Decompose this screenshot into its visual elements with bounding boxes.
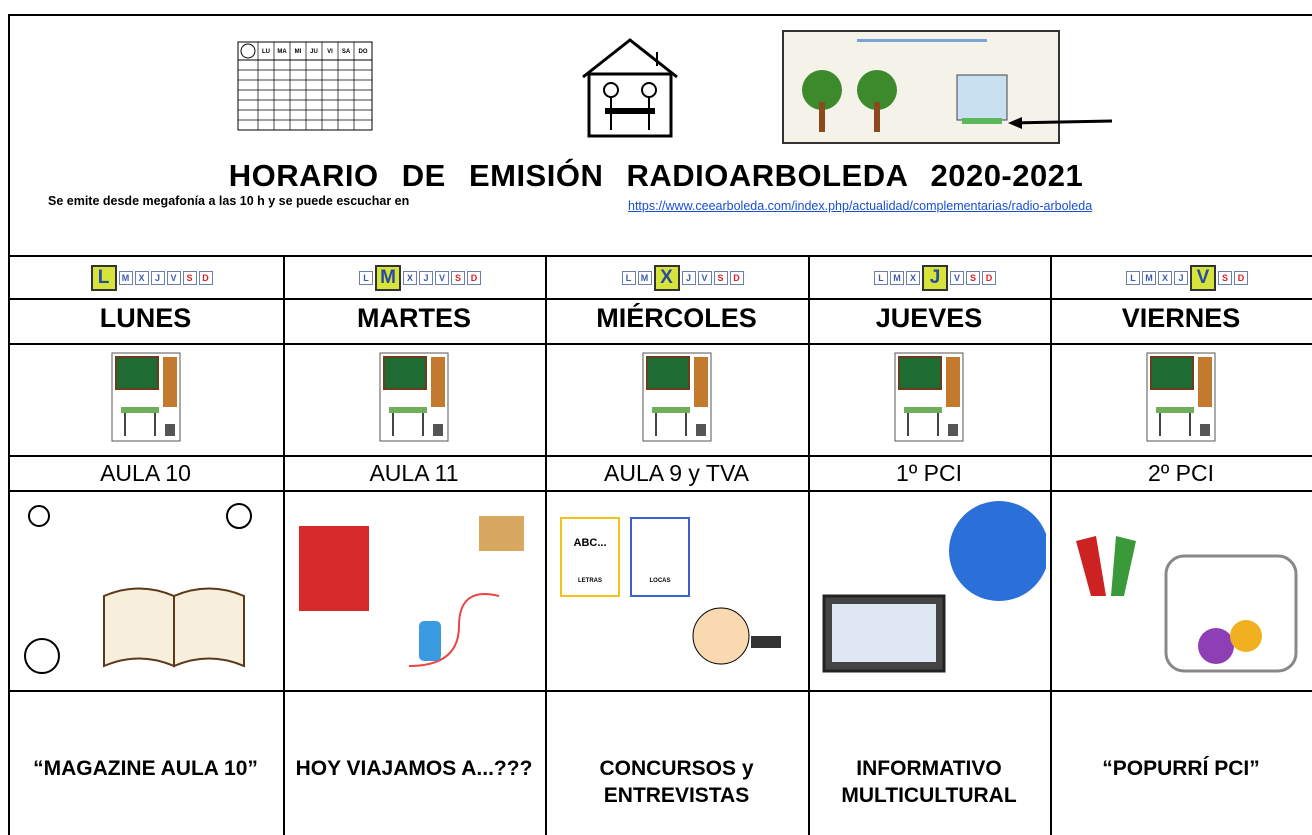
col-border <box>1050 255 1052 835</box>
week-letter: D <box>982 271 996 285</box>
calendar-icon: LU MA MI JU VI SA DO <box>237 41 373 131</box>
room-name: AULA 9 y TVA <box>604 460 749 486</box>
card-text: LETRAS <box>578 578 602 584</box>
week-letter: J <box>1174 271 1188 285</box>
subtitle: Se emite desde megafonía a las 10 h y se… <box>48 194 410 208</box>
border <box>8 14 10 835</box>
activity-illustration: ABC... LETRAS LOCAS <box>560 517 781 665</box>
week-letter: D <box>1234 271 1248 285</box>
program-name: HOY VIAJAMOS A...??? <box>295 757 533 780</box>
week-letter: L <box>359 271 373 285</box>
title: HORARIO DE EMISIÓN RADIOARBOLEDA 2020-20… <box>228 158 1084 193</box>
week-letter: D <box>198 271 213 285</box>
week-letter: X <box>134 271 149 285</box>
week-letter: S <box>713 271 728 285</box>
week-letter: L <box>90 265 117 291</box>
week-letter: M <box>890 271 904 285</box>
week-letter: L <box>874 271 888 285</box>
row-border <box>8 298 1312 300</box>
day-name: VIERNES <box>1121 303 1241 333</box>
day-name: LUNES <box>99 303 192 333</box>
calendar-day: MI <box>295 49 302 55</box>
classroom-icon <box>111 352 180 442</box>
link[interactable]: https://www.ceearboleda.com/index.php/ac… <box>628 199 1093 213</box>
activity-illustration <box>24 503 252 674</box>
classroom-icon <box>379 352 449 442</box>
week-letter: J <box>150 271 165 285</box>
calendar-day: SA <box>342 49 351 55</box>
col-border <box>545 255 547 835</box>
week-letter: V <box>166 271 181 285</box>
border <box>8 14 1312 16</box>
day-name: MARTES <box>357 303 471 333</box>
classroom-icon <box>1146 352 1216 442</box>
calendar-day: DO <box>359 49 368 55</box>
classroom-icon <box>642 352 711 442</box>
week-letter: L <box>1126 271 1140 285</box>
row-border <box>8 455 1312 457</box>
card-text: LOCAS <box>650 578 671 584</box>
week-letter: X <box>653 265 680 291</box>
room-name: 2º PCI <box>1148 460 1214 486</box>
room-name: 1º PCI <box>896 460 962 486</box>
program-name: “POPURRÍ PCI” <box>1102 757 1260 780</box>
website-screenshot <box>782 30 1113 144</box>
week-letter: S <box>1218 271 1232 285</box>
week-letter: J <box>419 271 433 285</box>
calendar-day: LU <box>262 49 270 55</box>
row-border <box>8 490 1312 492</box>
card-text: ABC... <box>574 537 607 549</box>
activity-illustration <box>1076 536 1298 673</box>
week-letter: D <box>729 271 744 285</box>
week-letter: V <box>1190 265 1216 291</box>
program-name: CONCURSOS y ENTREVISTAS <box>599 757 754 807</box>
week-letter: J <box>922 265 948 291</box>
week-letter: V <box>697 271 712 285</box>
week-letter: V <box>435 271 449 285</box>
classroom-icon <box>894 352 964 442</box>
col-border <box>808 255 810 835</box>
calendar-day: MA <box>277 49 287 55</box>
calendar-day: JU <box>310 49 318 55</box>
week-letter: V <box>950 271 964 285</box>
week-letter: X <box>403 271 417 285</box>
program-name: “MAGAZINE AULA 10” <box>33 757 258 780</box>
week-letter: M <box>118 271 133 285</box>
week-letter: S <box>182 271 197 285</box>
row-border <box>8 690 1312 692</box>
radio-house-icon <box>582 38 678 138</box>
col-border <box>283 255 285 835</box>
week-letter: S <box>451 271 465 285</box>
activity-illustration <box>299 516 524 667</box>
week-letter: X <box>906 271 920 285</box>
week-letter: S <box>966 271 980 285</box>
program-name: INFORMATIVO MULTICULTURAL <box>841 757 1017 807</box>
room-name: AULA 10 <box>100 460 191 486</box>
week-letter: X <box>1158 271 1172 285</box>
week-letter: M <box>637 271 652 285</box>
day-name: JUEVES <box>875 303 983 333</box>
calendar-day: VI <box>327 49 333 55</box>
week-letter: M <box>1142 271 1156 285</box>
day-name: MIÉRCOLES <box>596 303 757 333</box>
room-name: AULA 11 <box>369 460 459 486</box>
row-border <box>8 343 1312 345</box>
activity-illustration <box>822 501 1046 673</box>
week-letter: L <box>621 271 636 285</box>
week-letter: J <box>681 271 696 285</box>
week-letter: D <box>467 271 481 285</box>
week-letter: M <box>375 265 401 291</box>
row-border <box>8 255 1312 257</box>
